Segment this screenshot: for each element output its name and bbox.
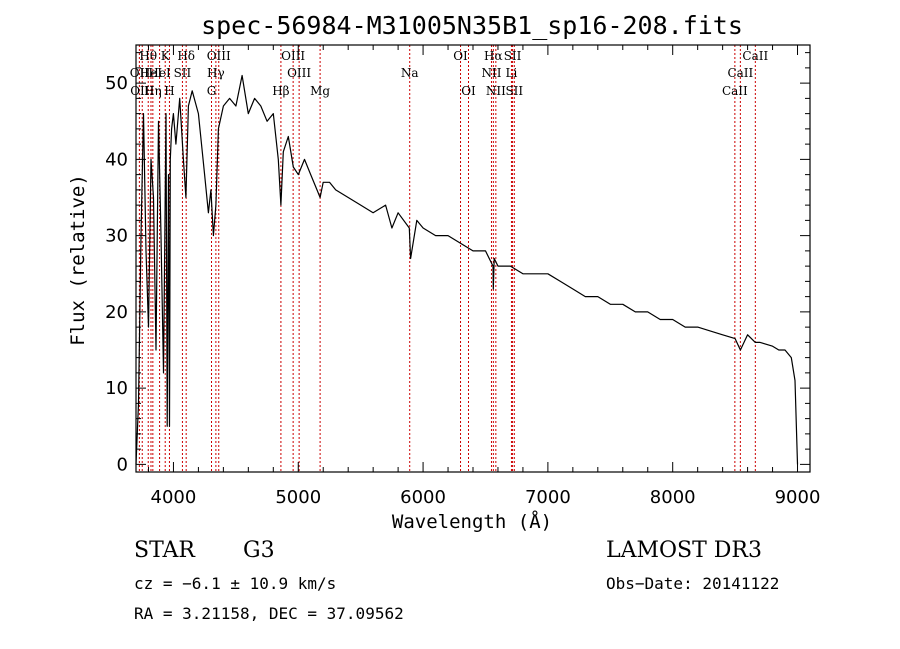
- spectral-line-label: Hη: [144, 84, 162, 98]
- object-type: STAR: [134, 538, 195, 563]
- x-tick-label: 8000: [650, 487, 696, 508]
- x-axis-title: Wavelength (Å): [392, 510, 552, 533]
- spectral-line-label: OIII: [281, 49, 305, 63]
- spectral-line-label: H: [164, 84, 174, 98]
- spectral-line-label: Hγ: [207, 66, 225, 80]
- x-tick-label: 9000: [775, 487, 821, 508]
- spectral-line-label: Mg: [310, 84, 330, 98]
- x-tick-label: 4000: [151, 487, 197, 508]
- spectral-line-label: CaII: [727, 66, 753, 80]
- survey-name: LAMOST DR3: [606, 538, 762, 563]
- spectral-line-label: OIII: [287, 66, 311, 80]
- spectral-line-label: Hα: [484, 49, 503, 63]
- y-tick-label: 0: [117, 454, 128, 475]
- y-tick-label: 40: [105, 149, 128, 170]
- y-axis: 0 10 20 30 40 50: [105, 52, 810, 475]
- x-tick-label: 5000: [275, 487, 321, 508]
- x-tick-label: 7000: [525, 487, 571, 508]
- spectral-line-label: Hβ: [272, 84, 289, 98]
- spectral-line-label: SII: [505, 84, 523, 98]
- x-axis: 4000 5000 6000 7000 8000 9000: [147, 45, 821, 508]
- spectral-line-label: OI: [453, 49, 468, 63]
- spectral-line-label: Hδ: [177, 49, 195, 63]
- spectral-line-label: HeI: [140, 66, 163, 80]
- spectral-line-label: NII: [486, 84, 506, 98]
- spectral-line-label: NII: [481, 66, 501, 80]
- spectral-line-label: Li: [506, 66, 518, 80]
- y-tick-label: 20: [105, 302, 128, 323]
- y-tick-label: 30: [105, 226, 128, 247]
- spectral-line-label: HeI: [148, 66, 171, 80]
- spectral-line-label: Hθ: [139, 49, 157, 63]
- spectral-line-label: K: [161, 49, 171, 63]
- velocity-readout: cz = −6.1 ± 10.9 km/s: [134, 574, 337, 593]
- spectral-line-label: SII: [504, 49, 522, 63]
- coordinates-readout: RA = 3.21158, DEC = 37.09562: [134, 604, 404, 623]
- chart-title: spec-56984-M31005N35B1_sp16-208.fits: [201, 11, 743, 40]
- spectral-subclass: G3: [243, 538, 275, 563]
- y-tick-label: 50: [105, 73, 128, 94]
- spectral-line-label: OI: [461, 84, 476, 98]
- spectral-line-label: Na: [401, 66, 419, 80]
- observation-date: Obs−Date: 20141122: [606, 574, 780, 593]
- x-tick-label: 6000: [400, 487, 446, 508]
- y-tick-label: 10: [105, 378, 128, 399]
- spectral-line-label: SII: [174, 66, 192, 80]
- spectrum-line: [135, 74, 799, 465]
- spectral-line-label: CaII: [742, 49, 768, 63]
- spectral-line-label: OIII: [207, 49, 231, 63]
- spectral-line-label: OII: [130, 66, 150, 80]
- plot-frame: [135, 44, 811, 473]
- spectral-line-markers: [138, 45, 756, 472]
- spectral-line-label: CaII: [722, 84, 748, 98]
- spectral-line-label: G: [207, 84, 217, 98]
- y-axis-title: Flux (relative): [67, 174, 89, 346]
